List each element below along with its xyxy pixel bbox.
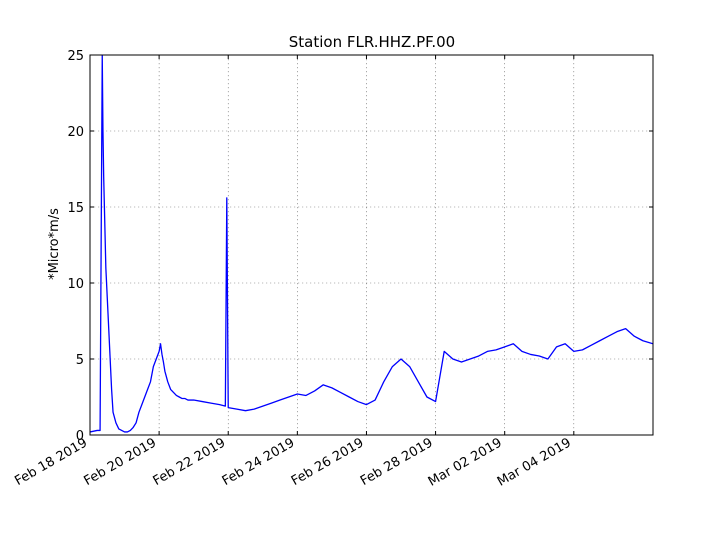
x-tick-label: Feb 22 2019	[151, 435, 229, 488]
x-tick-label: Mar 04 2019	[495, 435, 574, 489]
series-layer	[90, 55, 653, 433]
y-tick-label: 5	[76, 353, 84, 368]
y-tick-label: 20	[67, 125, 84, 140]
x-tick-label: Mar 02 2019	[426, 435, 505, 489]
plot-area-frame	[89, 54, 654, 436]
x-tick-label: Feb 24 2019	[220, 435, 298, 488]
x-tick-label: Feb 26 2019	[289, 435, 367, 488]
y-tick-label: 25	[67, 49, 84, 64]
y-axis: 0 5 10 15 20 25	[67, 49, 653, 444]
y-tick-label: 0	[76, 429, 84, 444]
y-tick-label: 10	[67, 277, 84, 292]
series-line-0	[90, 55, 653, 433]
y-tick-label: 15	[67, 201, 84, 216]
chart-title: Station FLR.HHZ.PF.00	[289, 33, 455, 51]
x-tick-label: Feb 20 2019	[82, 435, 160, 488]
x-tick-label: Feb 28 2019	[358, 435, 436, 488]
grid-lines	[90, 55, 653, 435]
x-tick-label: Feb 18 2019	[12, 435, 90, 488]
y-axis-label: *Micro*m/s	[47, 208, 62, 280]
